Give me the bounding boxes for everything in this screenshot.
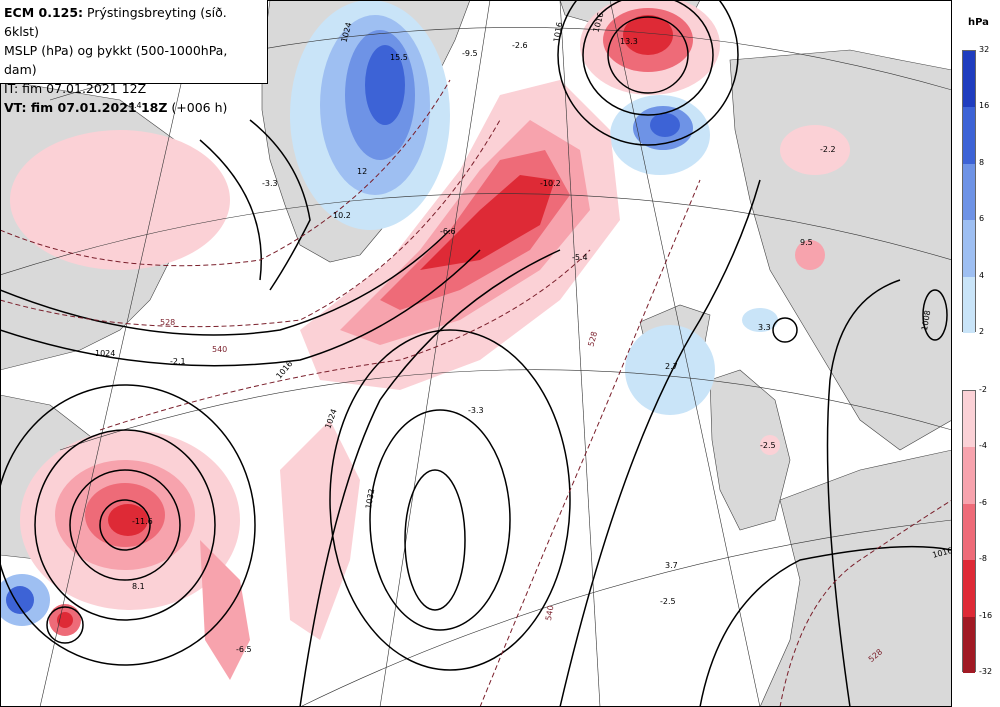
rise-tick-label: 8 xyxy=(979,157,985,167)
rise-tick-label: 6 xyxy=(979,214,985,224)
fall-swatch xyxy=(963,616,975,673)
pc-label: 10.2 xyxy=(333,211,351,220)
model-name: ECM 0.125: xyxy=(4,5,84,20)
fall-tick-label: -32 xyxy=(979,667,993,676)
isobar-label: 1032 xyxy=(364,488,376,510)
fall-tick-label: -8 xyxy=(979,554,987,564)
rise-tick-label: 32 xyxy=(979,45,990,54)
rise-swatch xyxy=(963,220,975,277)
colorbar-legend: hPa 32 16 8 6 4 2 -2 -4 -6 -8 -16 -32 xyxy=(952,0,1000,707)
graticule xyxy=(0,0,952,707)
fall-tick-label: -6 xyxy=(979,497,987,507)
rise-swatch xyxy=(963,107,975,164)
pc-label: -3.3 xyxy=(262,179,278,188)
pc-label: 12 xyxy=(357,167,367,176)
map-title-box: ECM 0.125: Prýstingsbreyting (síð. 6klst… xyxy=(0,0,268,115)
rise-tick-label: 16 xyxy=(979,101,990,111)
pc-label: -4.4 xyxy=(126,101,142,110)
europe-land xyxy=(759,449,952,707)
rise-swatch xyxy=(963,51,975,108)
isobar-label: 1008 xyxy=(920,310,932,332)
fall-tick-label: -2 xyxy=(979,385,987,394)
thickness-label: 540 xyxy=(544,605,556,622)
pressure-fall-shading xyxy=(10,0,850,680)
pc-label: -2.1 xyxy=(170,357,186,366)
thickness-label: 528 xyxy=(160,318,175,327)
pc-label: 8.1 xyxy=(132,582,145,591)
pc-label: -2.2 xyxy=(820,145,836,154)
pc-label: 13.3 xyxy=(620,37,638,46)
pc-label: -9.5 xyxy=(462,49,478,58)
fall-swatch xyxy=(963,560,975,617)
valid-time-line: VT: fim 07.01.2021 18Z (+006 h) xyxy=(4,98,263,117)
pc-label: -2.6 xyxy=(512,41,528,50)
isobar-label: 1024 xyxy=(95,349,115,358)
pc-label: 3.7 xyxy=(665,561,678,570)
title-line-2: MSLP (hPa) og þykkt (500-1000hPa, dam) xyxy=(4,43,228,77)
isobars xyxy=(0,0,952,707)
pc-label: -5.4 xyxy=(572,253,588,262)
thickness-lines xyxy=(0,79,952,707)
pc-label: 9.5 xyxy=(800,238,813,247)
title-line-1: ECM 0.125: Prýstingsbreyting (síð. 6klst… xyxy=(4,3,263,41)
pc-label: 3.3 xyxy=(758,323,771,332)
forecast-step: (+006 h) xyxy=(171,100,228,115)
fall-tick-label: -16 xyxy=(979,610,993,620)
fall-swatch xyxy=(963,447,975,504)
pc-label: 2.7 xyxy=(665,362,678,371)
thickness-label: 540 xyxy=(212,345,227,354)
pressure-rise-shading xyxy=(0,0,778,626)
rise-swatch xyxy=(963,163,975,221)
fall-colorbar xyxy=(962,390,976,673)
pc-label: -3.3 xyxy=(468,406,484,415)
valid-time: VT: fim 07.01.2021 18Z xyxy=(4,100,168,115)
fall-tick-label: -4 xyxy=(979,441,987,451)
rise-tick-label: 2 xyxy=(979,327,985,336)
pc-label: -2.5 xyxy=(660,597,676,606)
pressure-change-labels: -4.4 -3.3 15.5 12 10.2 -2.6 -9.5 13.3 -1… xyxy=(126,37,836,654)
weather-map: -4.4 -3.3 15.5 12 10.2 -2.6 -9.5 13.3 -1… xyxy=(0,0,952,707)
pc-label: -10.2 xyxy=(540,179,561,188)
fall-swatch xyxy=(963,391,975,448)
rise-colorbar xyxy=(962,50,976,333)
rise-tick-label: 4 xyxy=(979,270,985,280)
pc-label: 15.5 xyxy=(390,53,408,62)
fall-swatch xyxy=(963,503,975,561)
product-name: Prýstingsbreyting (síð. 6klst) xyxy=(4,5,227,39)
pc-label: -2.5 xyxy=(760,441,776,450)
pc-label: -11.6 xyxy=(132,517,153,526)
legend-unit: hPa xyxy=(968,17,989,28)
thickness-label: 528 xyxy=(587,331,600,348)
init-time: IT: fim 07.01.2021 12Z xyxy=(4,81,147,96)
pc-label: -6.6 xyxy=(440,227,456,236)
isobar-label: 1016 xyxy=(552,21,564,43)
british-isles-land xyxy=(709,369,791,531)
rise-swatch xyxy=(963,276,975,333)
pc-label: -6.5 xyxy=(236,645,252,654)
